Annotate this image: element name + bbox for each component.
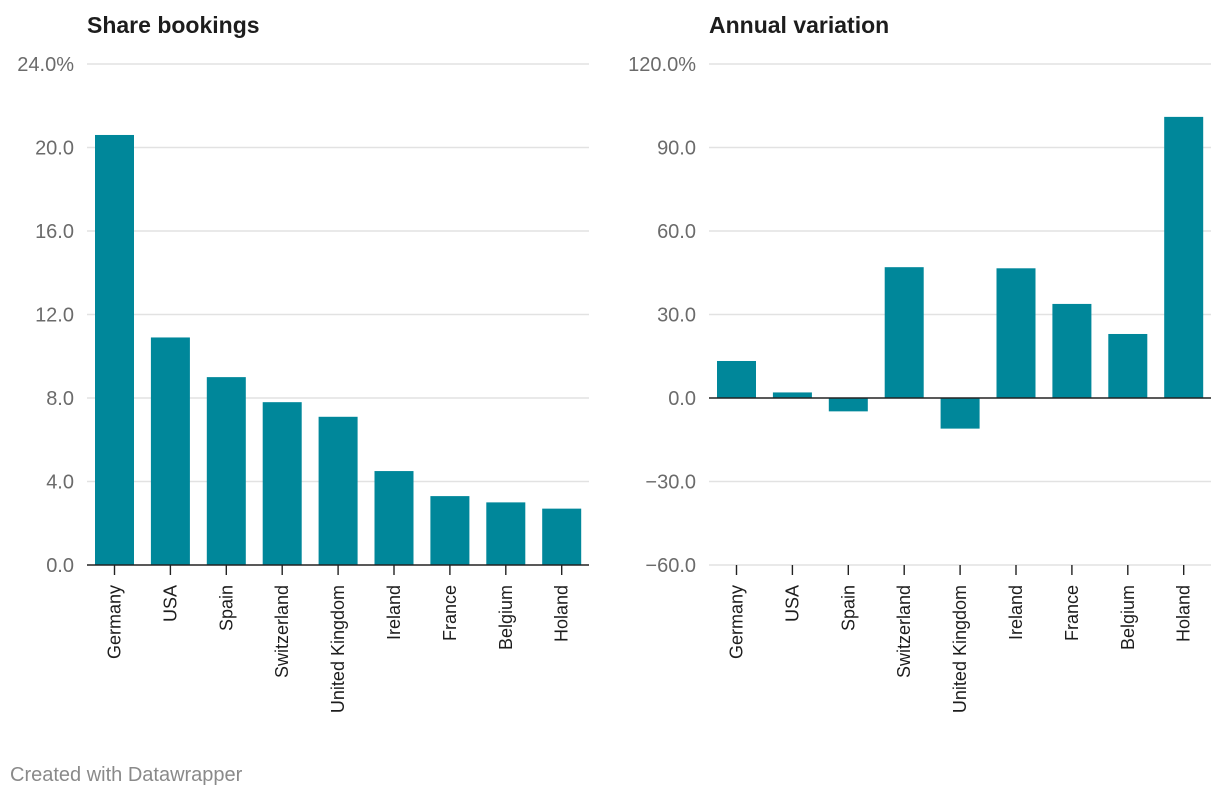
- y-tick-label: 12.0: [35, 305, 74, 327]
- datawrapper-credit[interactable]: Created with Datawrapper: [10, 764, 243, 786]
- x-category-label: United Kingdom: [950, 585, 970, 713]
- x-category-label: USA: [160, 585, 180, 622]
- y-tick-label: 20.0: [35, 138, 74, 160]
- y-tick-label: 24.0%: [17, 54, 74, 76]
- bar-france[interactable]: [1052, 303, 1092, 398]
- bar-germany[interactable]: [95, 134, 134, 565]
- chart-title: Annual variation: [709, 12, 889, 38]
- bar-ireland[interactable]: [374, 471, 414, 565]
- bar-spain[interactable]: [206, 377, 246, 565]
- x-category-label: France: [1062, 585, 1082, 641]
- x-category-label: France: [440, 585, 460, 641]
- bar-united-kingdom[interactable]: [940, 398, 980, 429]
- bar-holand[interactable]: [542, 508, 582, 565]
- x-category-label: Belgium: [496, 585, 516, 650]
- y-tick-label: 8.0: [46, 388, 74, 410]
- bar-ireland[interactable]: [996, 268, 1036, 398]
- bar-germany[interactable]: [717, 360, 756, 398]
- x-category-label: Ireland: [384, 585, 404, 640]
- y-tick-label: −30.0: [645, 472, 696, 494]
- bar-belgium[interactable]: [486, 502, 526, 565]
- bar-belgium[interactable]: [1108, 333, 1148, 398]
- y-tick-label: 16.0: [35, 221, 74, 243]
- x-category-label: USA: [782, 585, 802, 622]
- y-tick-label: 30.0: [657, 305, 696, 327]
- bar-holand[interactable]: [1164, 116, 1204, 398]
- bar-united-kingdom[interactable]: [318, 416, 358, 565]
- y-tick-label: 120.0%: [628, 54, 696, 76]
- y-tick-label: 90.0: [657, 138, 696, 160]
- x-category-label: Holand: [1174, 585, 1194, 642]
- chart-title: Share bookings: [87, 12, 260, 38]
- bar-switzerland[interactable]: [262, 402, 302, 565]
- x-category-label: Spain: [838, 585, 858, 631]
- bar-usa[interactable]: [772, 392, 812, 398]
- x-category-label: Germany: [727, 585, 747, 659]
- y-tick-label: 60.0: [657, 221, 696, 243]
- y-tick-label: 0.0: [46, 555, 74, 577]
- bar-usa[interactable]: [150, 337, 190, 565]
- x-category-label: Spain: [216, 585, 236, 631]
- x-category-label: Switzerland: [894, 585, 914, 678]
- x-category-label: Switzerland: [272, 585, 292, 678]
- x-category-label: Holand: [552, 585, 572, 642]
- y-tick-label: −60.0: [645, 555, 696, 577]
- x-category-label: United Kingdom: [328, 585, 348, 713]
- bar-france[interactable]: [430, 496, 470, 565]
- x-category-label: Ireland: [1006, 585, 1026, 640]
- y-tick-label: 4.0: [46, 472, 74, 494]
- y-tick-label: 0.0: [668, 388, 696, 410]
- x-category-label: Belgium: [1118, 585, 1138, 650]
- bar-spain[interactable]: [828, 398, 868, 412]
- x-category-label: Germany: [105, 585, 125, 659]
- annual-variation-chart: Annual variation −60.0 −30.0 0.0 30.0 60.0 90.…: [628, 12, 1211, 713]
- bar-switzerland[interactable]: [884, 267, 924, 398]
- share-bookings-chart: Share bookings 0.0 4.0 8.0 12.0 16.0 20.0 24.0%…: [17, 12, 589, 713]
